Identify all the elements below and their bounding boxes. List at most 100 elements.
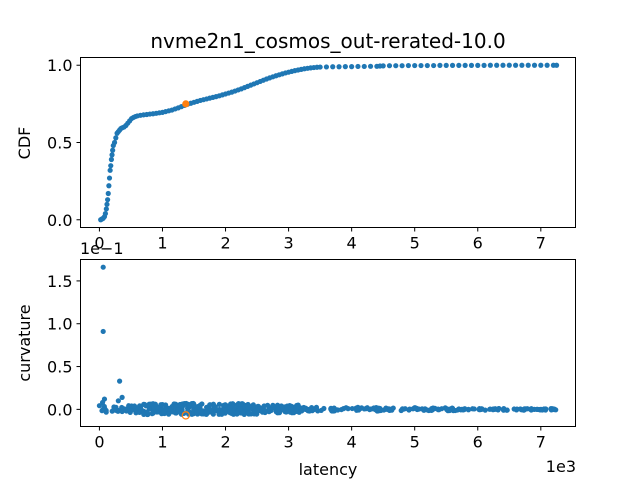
curvature-point (511, 406, 517, 412)
curvature-point (158, 402, 164, 408)
curvature-point (191, 402, 197, 408)
cdf-point (107, 167, 113, 173)
curvature-point (245, 410, 252, 416)
cdf-point (330, 64, 336, 70)
curvature-point (305, 408, 311, 414)
curvature-x-tick-label: 3 (283, 433, 293, 452)
cdf-point (105, 190, 111, 197)
curvature-point (210, 411, 216, 417)
curvature-point (355, 404, 361, 410)
curvature-point (386, 407, 393, 413)
cdf-point (103, 206, 109, 212)
curvature-point (479, 406, 485, 412)
cdf-point (109, 152, 115, 158)
curvature-point (262, 408, 268, 414)
cdf-point (349, 64, 355, 70)
curvature-point (288, 405, 294, 412)
cdf-point (380, 63, 386, 69)
cdf-x-tick-label: 3 (283, 234, 293, 253)
curvature-y-axis-label: curvature (15, 304, 34, 381)
curvature-outlier-point (100, 328, 106, 335)
cdf-point (104, 201, 110, 207)
cdf-point (106, 175, 113, 181)
curvature-point (128, 408, 134, 414)
curvature-point (444, 406, 450, 412)
curvature-point (103, 409, 109, 415)
cdf-y-axis: 0.0 0.5 1.0 (47, 56, 81, 230)
curvature-x-tick-label: 5 (410, 433, 420, 452)
cdf-y-tick-label: 1.0 (47, 56, 72, 75)
curvature-point (371, 405, 377, 411)
curvature-point (175, 407, 181, 413)
curvature-point (366, 406, 373, 413)
cdf-point (519, 62, 525, 68)
cdf-y-axis-label: CDF (15, 127, 34, 160)
curvature-point (160, 409, 167, 416)
curvature-point (449, 405, 455, 411)
curvature-point (299, 408, 305, 414)
cdf-x-tick-label: 7 (536, 234, 546, 253)
curvature-y-tick-label: 1.0 (47, 315, 72, 334)
curvature-point (227, 409, 233, 415)
curvature-point (254, 407, 260, 414)
cdf-point (393, 63, 399, 69)
cdf-point (355, 63, 361, 70)
cdf-point (544, 62, 550, 68)
curvature-point (349, 405, 355, 412)
curvature-x-axis: 0 1 2 3 4 5 6 7 (94, 426, 546, 452)
curvature-outlier-point (99, 399, 106, 406)
cdf-point (399, 63, 405, 69)
cdf-point (111, 139, 118, 146)
cdf-point (412, 62, 418, 69)
curvature-point (122, 407, 128, 413)
cdf-point (106, 183, 112, 189)
curvature-point (111, 407, 117, 413)
curvature-point (542, 407, 549, 413)
curvature-point (141, 411, 147, 418)
curvature-x-scale-label: 1e3 (546, 457, 576, 476)
curvature-point (412, 405, 418, 411)
curvature-outlier-point (117, 378, 123, 384)
cdf-point (108, 163, 114, 169)
cdf-point (437, 62, 443, 68)
cdf-point (113, 135, 119, 141)
curvature-point (219, 411, 225, 417)
cdf-point (105, 197, 111, 203)
curvature-point (144, 403, 150, 409)
curvature-point (240, 409, 246, 416)
curvature-point (398, 407, 404, 414)
cdf-point (342, 64, 348, 70)
cdf-point (513, 62, 519, 68)
curvature-point (345, 406, 351, 412)
cdf-point (367, 63, 374, 69)
cdf-point (468, 62, 475, 68)
curvature-point (151, 409, 157, 415)
curvature-x-tick-label: 1 (157, 433, 167, 452)
cdf-point (108, 156, 114, 163)
curvature-highlight-point (181, 411, 191, 420)
curvature-outlier-point (115, 398, 121, 404)
curvature-point (119, 404, 125, 411)
curvature-point (227, 404, 233, 411)
curvature-point (186, 402, 192, 408)
cdf-x-tick-label: 4 (347, 234, 357, 253)
curvature-y-tick-label: 0.5 (47, 358, 72, 377)
curvature-point (212, 404, 218, 411)
cdf-point (462, 62, 468, 68)
cdf-point (506, 62, 512, 68)
curvature-point (551, 406, 557, 412)
cdf-x-axis: 0 1 2 3 4 5 6 7 (94, 227, 546, 253)
cdf-point (386, 63, 393, 69)
curvature-point (96, 403, 103, 409)
curvature-point (275, 406, 281, 412)
curvature-x-tick-label: 6 (473, 433, 483, 452)
curvature-plot: 0 1 2 3 4 5 6 7 0.0 0.5 1.0 1.5 1e−1 1e3 curvature… (15, 239, 576, 479)
cdf-point (449, 62, 456, 68)
cdf-x-tick-label: 6 (473, 234, 483, 253)
curvature-point (234, 411, 240, 417)
curvature-point (222, 402, 228, 408)
cdf-plot: 0 1 2 3 4 5 6 7 0.0 0.5 1.0 CDF (15, 56, 576, 253)
curvature-x-tick-label: 7 (536, 433, 546, 452)
curvature-point (203, 409, 210, 415)
curvature-point (170, 409, 176, 415)
